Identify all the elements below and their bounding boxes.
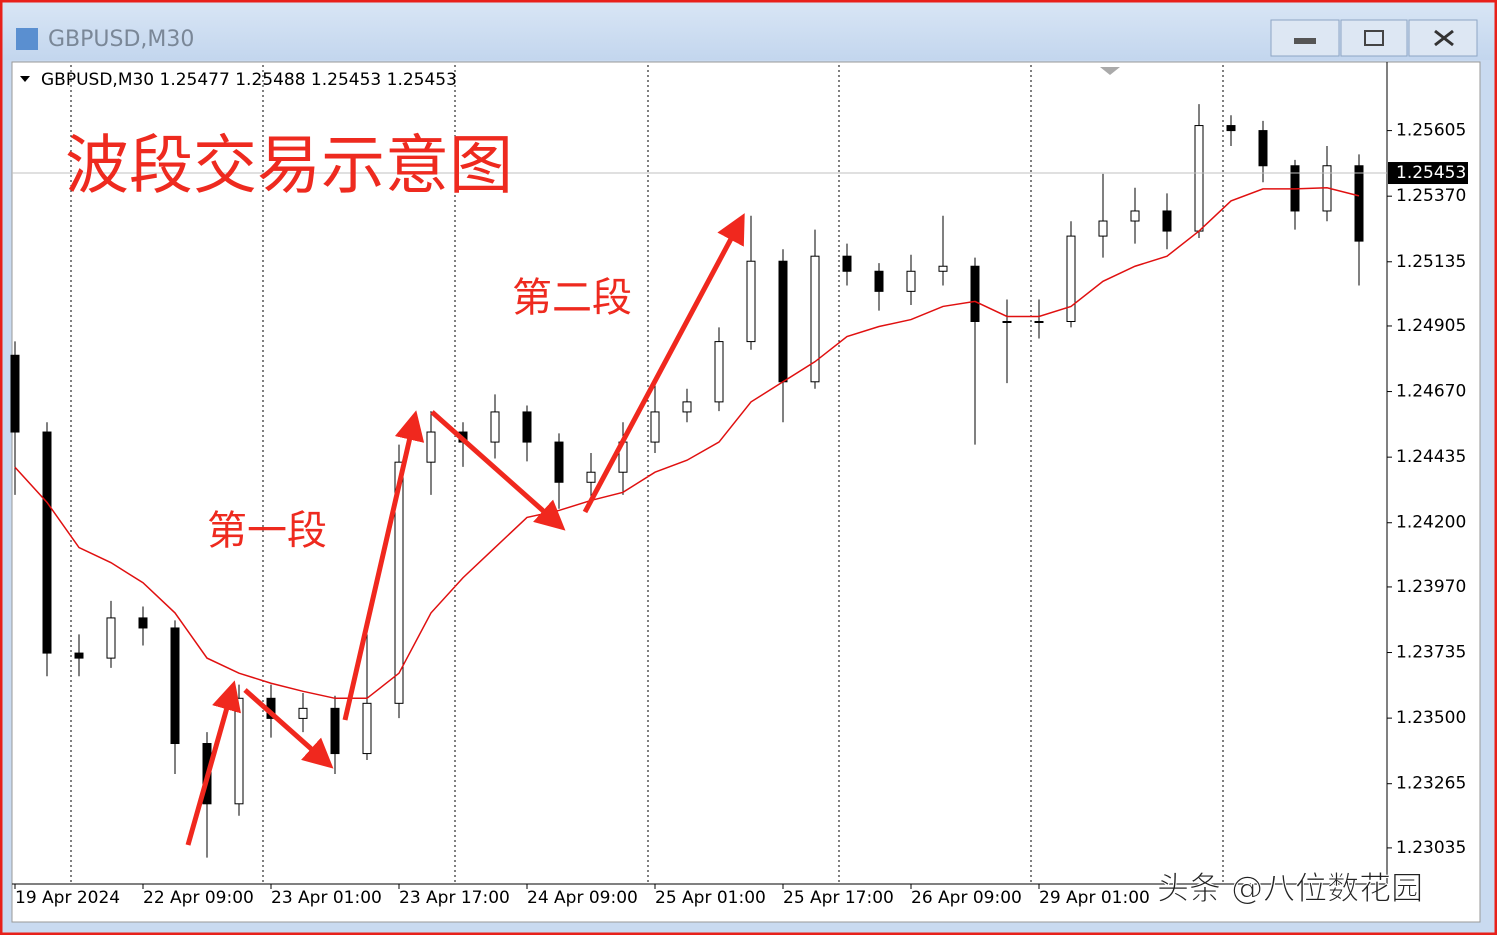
candle-body	[1034, 321, 1044, 324]
candle-body	[650, 411, 660, 443]
candle-body	[746, 260, 756, 343]
chart-title: 波段交易示意图	[65, 130, 513, 204]
y-tick-label: 1.25605	[1396, 121, 1466, 141]
x-tick-label: 25 Apr 01:00	[655, 888, 766, 908]
candle-body	[554, 441, 564, 483]
y-tick-label: 1.24435	[1396, 447, 1466, 467]
candle-body	[490, 411, 500, 443]
day-separators	[70, 65, 1224, 882]
candle-body	[874, 270, 884, 292]
maximize-button[interactable]	[1340, 19, 1408, 57]
dropdown-icon	[20, 76, 30, 82]
candle-body	[330, 707, 340, 755]
y-tick-label: 1.23735	[1396, 643, 1466, 663]
moving-average	[14, 187, 1360, 700]
wave-arrows	[185, 213, 745, 846]
candle-body	[1226, 125, 1236, 132]
candle-body	[1354, 165, 1364, 242]
candle-body	[1098, 220, 1108, 237]
candle-body	[234, 697, 244, 805]
candle-body	[1066, 235, 1076, 323]
candle-body	[1258, 130, 1268, 167]
annotation: 第一段	[207, 508, 327, 554]
y-tick-label: 1.25370	[1396, 186, 1466, 206]
candle-body	[970, 265, 980, 323]
candle-body	[106, 617, 116, 659]
y-tick-label: 1.24905	[1396, 316, 1466, 336]
window-title: GBPUSD,M30	[48, 27, 194, 52]
candle-body	[586, 471, 596, 483]
candle-body	[714, 341, 724, 403]
candle-body	[170, 627, 180, 745]
app-icon	[16, 28, 38, 50]
last-price-label: 1.25453	[1396, 163, 1466, 183]
candle-body	[138, 617, 148, 629]
y-tick-label: 1.23970	[1396, 577, 1466, 597]
candle-body	[362, 702, 372, 755]
x-tick-label: 23 Apr 01:00	[271, 888, 382, 908]
candle-body	[1194, 125, 1204, 232]
candle-body	[394, 461, 404, 704]
y-tick-label: 1.23500	[1396, 708, 1466, 728]
candle-body	[778, 260, 788, 383]
title-bar	[0, 0, 1497, 60]
y-tick-label: 1.24200	[1396, 513, 1466, 533]
symbol-info: GBPUSD,M30 1.25477 1.25488 1.25453 1.254…	[41, 70, 457, 90]
x-tick-label: 26 Apr 09:00	[911, 888, 1022, 908]
x-tick-label: 24 Apr 09:00	[527, 888, 638, 908]
minimize-button[interactable]	[1270, 19, 1340, 57]
close-icon	[1434, 29, 1454, 47]
candle-body	[842, 255, 852, 272]
candle-body	[938, 265, 948, 272]
x-tick-label: 23 Apr 17:00	[399, 888, 510, 908]
x-tick-label: 25 Apr 17:00	[783, 888, 894, 908]
shift-marker	[1100, 67, 1120, 75]
candle-body	[298, 707, 308, 719]
candle-body	[1130, 210, 1140, 222]
x-tick-label: 29 Apr 01:00	[1039, 888, 1150, 908]
candle-body	[1002, 321, 1012, 324]
maximize-icon	[1364, 30, 1384, 46]
watermark: 头条 @八位数花园	[1157, 869, 1423, 907]
y-tick-label: 1.25135	[1396, 252, 1466, 272]
candle-body	[810, 255, 820, 383]
chart-panel	[11, 61, 1481, 923]
candle-body	[42, 431, 52, 654]
annotation: 第二段	[512, 275, 632, 321]
y-tick-label: 1.24670	[1396, 382, 1466, 402]
candle-body	[1162, 210, 1172, 232]
last-price-box	[1388, 162, 1468, 185]
y-tick-label: 1.23265	[1396, 774, 1466, 794]
candle-body	[906, 270, 916, 292]
candle-body	[10, 354, 20, 433]
candle-body	[74, 652, 84, 659]
candle-body	[682, 401, 692, 413]
candle-body	[522, 411, 532, 443]
y-tick-label: 1.23035	[1396, 838, 1466, 858]
x-tick-label: 22 Apr 09:00	[143, 888, 254, 908]
x-tick-label: 19 Apr 2024	[15, 888, 120, 908]
minimize-icon	[1294, 38, 1316, 44]
candle-body	[426, 431, 436, 463]
